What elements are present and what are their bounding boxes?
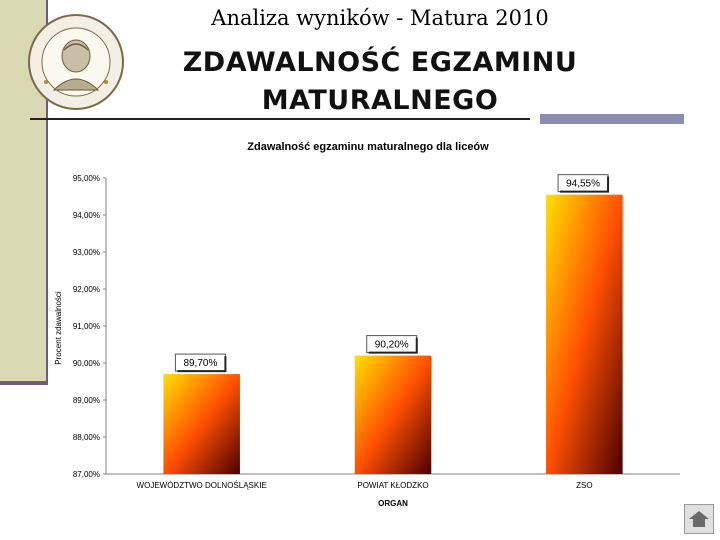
y-tick-label: 95,00% [73,174,100,183]
data-label: 90,20% [375,340,409,351]
bar-chart: Zdawalność egzaminu maturalnego dla lice… [54,141,680,508]
x-tick-label: WOJEWÓDZTWO DOLNOŚLĄSKIE [137,481,267,490]
y-tick-label: 90,00% [73,359,100,368]
home-nav-icon [689,511,709,527]
data-label-shadow [368,337,418,354]
data-label: 89,70% [183,358,217,369]
slide-title-line-1: ZDAWALNOŚĆ EGZAMINU [182,47,578,78]
bar-1 [163,374,240,474]
title-underline [30,118,530,120]
x-tick-label: ZSO [576,481,592,490]
title-accent-bar [540,114,684,124]
school-seal-icon [28,14,124,110]
y-tick-label: 91,00% [73,322,100,331]
data-label-shadow [560,176,610,193]
y-tick-label: 94,00% [73,211,100,220]
slide-nav-icon[interactable] [684,504,714,534]
x-axis-label: ORGAN [378,499,408,508]
slide-title: ZDAWALNOŚĆ EGZAMINU MATURALNEGO [120,44,640,120]
left-decor-bar-base [0,381,48,385]
chart-title: Zdawalność egzaminu maturalnego dla lice… [247,141,489,153]
bar-3 [546,194,623,474]
y-tick-label: 93,00% [73,248,100,257]
y-tick-label: 92,00% [73,285,100,294]
data-label: 94,55% [566,179,600,190]
data-label-shadow [177,356,227,373]
bar-2 [354,355,432,474]
x-tick-label: POWIAT KŁODZKO [357,481,428,490]
y-axis-label: Procent zdawalności [54,291,63,365]
slide-subtitle: Analiza wyników - Matura 2010 [211,6,549,30]
y-tick-label: 87,00% [73,470,100,479]
slide-title-line-2: MATURALNEGO [261,85,499,116]
y-tick-label: 89,00% [73,396,100,405]
y-tick-label: 88,00% [73,433,100,442]
